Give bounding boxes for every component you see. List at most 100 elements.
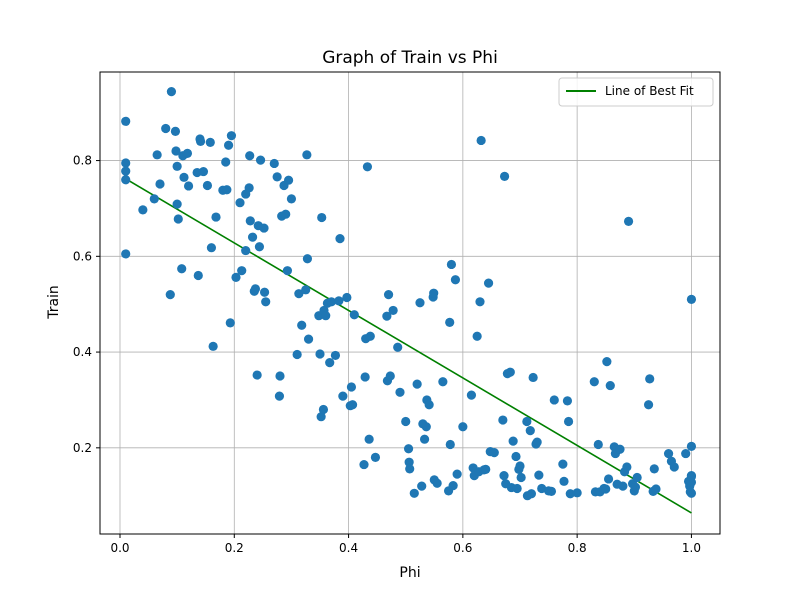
data-point — [226, 318, 235, 327]
chart-title: Graph of Train vs Phi — [322, 48, 498, 68]
data-point — [564, 417, 573, 426]
data-point — [331, 351, 340, 360]
data-point — [261, 297, 270, 306]
data-point — [413, 380, 422, 389]
data-point — [199, 167, 208, 176]
data-point — [319, 405, 328, 414]
data-point — [275, 392, 284, 401]
data-point — [550, 395, 559, 404]
data-point — [183, 149, 192, 158]
data-point — [606, 381, 615, 390]
data-point — [417, 482, 426, 491]
data-point — [207, 243, 216, 252]
data-point — [196, 137, 205, 146]
data-point — [681, 449, 690, 458]
data-point — [670, 462, 679, 471]
data-point — [527, 489, 536, 498]
data-point — [601, 484, 610, 493]
data-point — [179, 173, 188, 182]
data-point — [622, 462, 631, 471]
data-point — [366, 332, 375, 341]
data-point — [359, 460, 368, 469]
y-tick-label: 0.8 — [73, 154, 92, 168]
data-point — [350, 310, 359, 319]
data-point — [325, 358, 334, 367]
data-point — [334, 296, 343, 305]
x-tick-label: 0.2 — [225, 541, 244, 555]
data-point — [533, 437, 542, 446]
data-point — [490, 448, 499, 457]
data-point — [624, 217, 633, 226]
data-point — [522, 417, 531, 426]
data-point — [446, 440, 455, 449]
y-axis-label: Train — [46, 285, 62, 320]
y-tick-label: 0.2 — [73, 441, 92, 455]
data-point — [511, 452, 520, 461]
data-point — [517, 473, 526, 482]
data-point — [467, 391, 476, 400]
data-point — [177, 264, 186, 273]
legend: Line of Best Fit — [559, 78, 713, 106]
data-point — [275, 371, 284, 380]
data-point — [297, 321, 306, 330]
y-tick-label: 0.4 — [73, 345, 92, 359]
data-point — [260, 288, 269, 297]
data-point — [395, 388, 404, 397]
data-point — [499, 471, 508, 480]
data-point — [235, 198, 244, 207]
data-point — [513, 484, 522, 493]
data-point — [445, 318, 454, 327]
data-point — [604, 474, 613, 483]
data-point — [167, 87, 176, 96]
data-point — [481, 465, 490, 474]
data-point — [500, 172, 509, 181]
data-point — [415, 298, 424, 307]
data-point — [209, 342, 218, 351]
data-point — [335, 234, 344, 243]
data-point — [420, 435, 429, 444]
data-point — [281, 210, 290, 219]
data-point — [121, 249, 130, 258]
data-point — [194, 271, 203, 280]
data-point — [121, 167, 130, 176]
data-point — [594, 440, 603, 449]
x-tick-label: 0.6 — [453, 541, 472, 555]
data-point — [317, 213, 326, 222]
data-point — [303, 254, 312, 263]
data-point — [386, 371, 395, 380]
data-point — [438, 377, 447, 386]
data-point — [371, 453, 380, 462]
y-tick-label: 0.6 — [73, 249, 92, 263]
data-point — [153, 150, 162, 159]
data-point — [559, 477, 568, 486]
data-point — [347, 382, 356, 391]
data-point — [529, 373, 538, 382]
data-point — [270, 159, 279, 168]
data-point — [361, 372, 370, 381]
data-point — [246, 216, 255, 225]
data-point — [315, 349, 324, 358]
data-point — [687, 442, 696, 451]
data-point — [615, 445, 624, 454]
data-point — [173, 200, 182, 209]
data-point — [410, 489, 419, 498]
data-point — [644, 400, 653, 409]
data-point — [509, 437, 518, 446]
data-point — [631, 482, 640, 491]
data-point — [184, 181, 193, 190]
data-point — [687, 489, 696, 498]
data-point — [602, 357, 611, 366]
data-point — [224, 141, 233, 150]
x-axis-label: Phi — [399, 565, 420, 581]
data-point — [161, 124, 170, 133]
data-point — [121, 175, 130, 184]
x-tick-label: 1.0 — [682, 541, 701, 555]
data-point — [338, 392, 347, 401]
legend-label: Line of Best Fit — [605, 84, 694, 98]
data-point — [433, 479, 442, 488]
data-point — [283, 266, 292, 275]
data-point — [405, 464, 414, 473]
data-point — [651, 484, 660, 493]
data-point — [484, 279, 493, 288]
data-point — [173, 162, 182, 171]
